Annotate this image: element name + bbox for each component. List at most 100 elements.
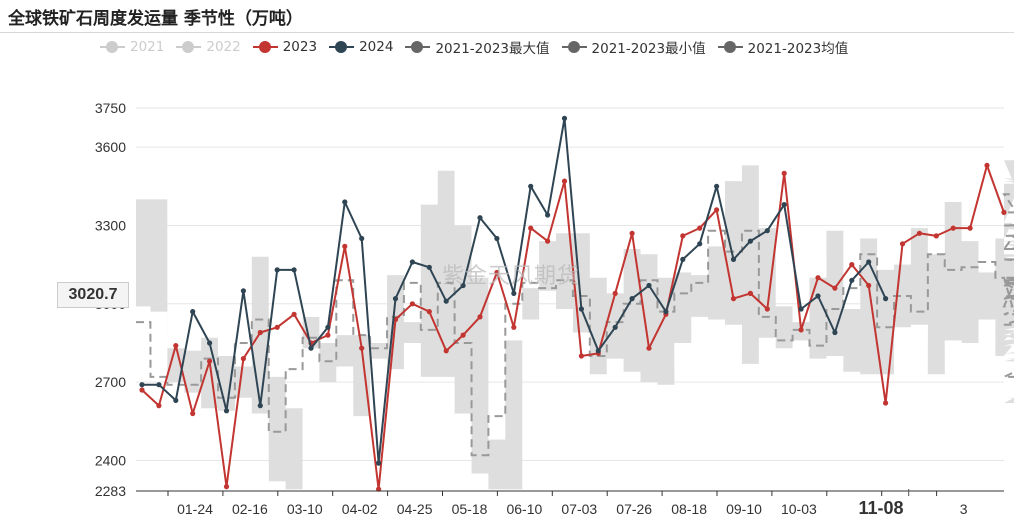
legend-swatch bbox=[100, 40, 125, 54]
legend-item-5[interactable]: 2021-2023最小值 bbox=[561, 37, 706, 57]
data-point bbox=[646, 345, 652, 351]
data-point bbox=[376, 460, 382, 466]
data-point bbox=[190, 309, 196, 315]
data-point bbox=[561, 178, 568, 184]
legend-item-6[interactable]: 2021-2023均值 bbox=[717, 37, 849, 57]
data-point bbox=[173, 343, 179, 349]
data-point bbox=[274, 324, 280, 330]
data-point bbox=[781, 202, 787, 208]
data-point bbox=[443, 348, 449, 354]
data-point bbox=[240, 288, 246, 294]
data-point bbox=[866, 259, 872, 265]
data-point bbox=[545, 238, 551, 244]
mean-line bbox=[136, 193, 1014, 457]
data-point bbox=[967, 225, 973, 231]
data-point bbox=[308, 345, 314, 351]
x-tick-label: 07-26 bbox=[616, 501, 652, 517]
legend-label: 2021-2023最大值 bbox=[435, 41, 550, 57]
x-tick-label: 03-10 bbox=[287, 501, 323, 517]
x-tick-label: 04-02 bbox=[342, 501, 378, 517]
legend-label: 2022 bbox=[206, 39, 241, 55]
legend-item-2[interactable]: 2023 bbox=[252, 39, 318, 55]
title-divider bbox=[0, 32, 1014, 33]
watermark-text: 紫金天风期货 bbox=[442, 264, 581, 289]
data-point bbox=[629, 296, 635, 302]
legend-item-3[interactable]: 2024 bbox=[329, 39, 393, 55]
legend-item-4[interactable]: 2021-2023最大值 bbox=[405, 37, 550, 57]
data-point bbox=[883, 400, 889, 406]
y-axis-pointer-label: 3020.7 bbox=[57, 282, 129, 308]
legend-label: 2021-2023最小值 bbox=[591, 41, 706, 57]
data-point bbox=[798, 306, 804, 312]
data-point bbox=[832, 285, 838, 291]
data-point bbox=[815, 293, 821, 299]
y-tick-label: 2700 bbox=[95, 374, 126, 390]
data-point bbox=[849, 262, 855, 268]
x-tick-label: 04-25 bbox=[397, 501, 433, 517]
data-point bbox=[325, 332, 331, 338]
data-point bbox=[714, 183, 720, 189]
data-point bbox=[223, 408, 230, 414]
x-tick-label: 07-03 bbox=[561, 501, 597, 517]
data-point bbox=[730, 256, 737, 262]
y-tick-label: 2400 bbox=[95, 452, 126, 468]
data-point bbox=[409, 301, 415, 307]
legend-item-0[interactable]: 2021 bbox=[100, 39, 164, 55]
data-point bbox=[730, 296, 737, 302]
data-point bbox=[764, 228, 770, 234]
legend-label: 2021-2023均值 bbox=[747, 41, 849, 57]
data-point bbox=[984, 162, 990, 168]
data-point bbox=[291, 311, 297, 317]
max-min-band bbox=[136, 160, 1014, 490]
x-axis-pointer-label: 11-08 bbox=[850, 496, 912, 520]
data-point bbox=[494, 269, 500, 276]
data-point bbox=[916, 230, 923, 236]
x-tick-label: 08-18 bbox=[671, 501, 707, 517]
legend-label: 2023 bbox=[282, 39, 318, 55]
data-point bbox=[342, 199, 348, 205]
data-point bbox=[291, 267, 297, 273]
data-point bbox=[950, 225, 956, 231]
x-tick-label: 01-24 bbox=[177, 501, 213, 517]
data-point bbox=[764, 306, 770, 312]
y-tick-label: 2283 bbox=[95, 483, 126, 499]
data-point bbox=[494, 235, 500, 242]
data-point bbox=[680, 233, 686, 239]
data-point bbox=[511, 324, 517, 330]
x-tick-label: 3 bbox=[960, 501, 968, 517]
legend-swatch bbox=[252, 40, 278, 54]
legend-item-1[interactable]: 2022 bbox=[176, 39, 241, 55]
data-point bbox=[274, 267, 280, 273]
data-point bbox=[477, 215, 483, 221]
data-point bbox=[359, 235, 365, 242]
data-point bbox=[477, 314, 483, 320]
legend-swatch bbox=[561, 40, 587, 54]
data-point bbox=[849, 277, 855, 283]
data-point bbox=[1001, 209, 1007, 215]
data-point bbox=[359, 345, 365, 351]
data-point bbox=[612, 324, 618, 330]
data-point bbox=[697, 241, 703, 247]
series-line-2023 bbox=[141, 164, 1005, 491]
data-point bbox=[409, 259, 415, 265]
data-point bbox=[663, 309, 669, 315]
data-point bbox=[595, 348, 601, 354]
data-point bbox=[528, 183, 534, 189]
data-point bbox=[528, 225, 534, 231]
data-point bbox=[899, 241, 906, 247]
legend-swatch bbox=[176, 40, 202, 54]
data-point bbox=[156, 403, 162, 409]
x-tick-label: 09-10 bbox=[726, 501, 762, 517]
data-point bbox=[325, 324, 331, 330]
data-point bbox=[866, 282, 872, 289]
data-point bbox=[815, 275, 821, 281]
data-point bbox=[443, 298, 449, 304]
y-tick-label: 3300 bbox=[95, 217, 126, 233]
x-tick-label: 02-16 bbox=[232, 501, 268, 517]
data-point bbox=[257, 403, 263, 409]
chart-legend: 2021 2022 2023 2024 2021-2023最大值 2021-2023最小值… bbox=[100, 37, 860, 57]
data-point bbox=[561, 115, 568, 121]
series-lines bbox=[139, 115, 1007, 492]
data-point bbox=[747, 290, 754, 296]
y-tick-label: 3750 bbox=[95, 100, 126, 116]
